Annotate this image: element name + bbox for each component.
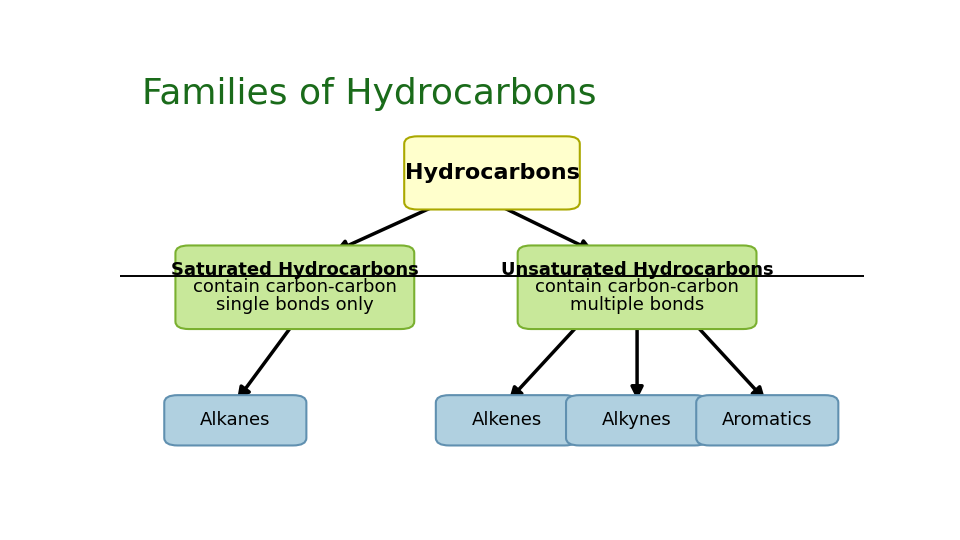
Text: Alkenes: Alkenes <box>471 411 542 429</box>
FancyBboxPatch shape <box>176 246 415 329</box>
FancyBboxPatch shape <box>436 395 578 445</box>
Text: Unsaturated Hydrocarbons: Unsaturated Hydrocarbons <box>501 261 774 279</box>
Text: single bonds only: single bonds only <box>216 296 373 314</box>
Text: multiple bonds: multiple bonds <box>570 296 705 314</box>
Text: contain carbon-carbon: contain carbon-carbon <box>535 278 739 296</box>
FancyBboxPatch shape <box>696 395 838 445</box>
FancyBboxPatch shape <box>517 246 756 329</box>
FancyBboxPatch shape <box>404 136 580 210</box>
FancyBboxPatch shape <box>164 395 306 445</box>
Text: contain carbon-carbon: contain carbon-carbon <box>193 278 396 296</box>
Text: Saturated Hydrocarbons: Saturated Hydrocarbons <box>171 261 419 279</box>
Text: Families of Hydrocarbons: Families of Hydrocarbons <box>142 77 597 111</box>
Text: Aromatics: Aromatics <box>722 411 812 429</box>
Text: Alkynes: Alkynes <box>602 411 672 429</box>
Text: Hydrocarbons: Hydrocarbons <box>404 163 580 183</box>
Text: Alkanes: Alkanes <box>200 411 271 429</box>
FancyBboxPatch shape <box>566 395 708 445</box>
